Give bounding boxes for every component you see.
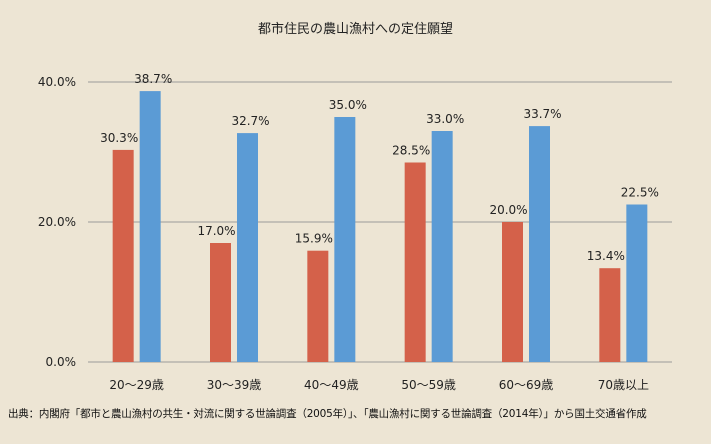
bar-series2 [237, 133, 258, 362]
bar-series2 [431, 131, 453, 362]
bar-series2 [139, 91, 161, 362]
bar-series1 [210, 243, 231, 362]
data-label: 15.9% [295, 232, 333, 246]
y-tick-label: 20.0% [38, 215, 76, 229]
data-label: 33.7% [523, 107, 561, 121]
category-label: 40～49歳 [304, 378, 359, 392]
y-tick-label: 0.0% [46, 355, 77, 369]
bar-series2 [529, 126, 550, 362]
category-label: 70歳以上 [598, 378, 649, 392]
data-label: 22.5% [621, 186, 659, 200]
category-label: 20～29歳 [109, 378, 164, 392]
data-label: 38.7% [134, 72, 172, 86]
data-label: 33.0% [426, 112, 464, 126]
category-label: 50～59歳 [401, 378, 456, 392]
data-label: 35.0% [329, 98, 367, 112]
bar-series1 [502, 222, 523, 362]
category-label: 60～69歳 [499, 378, 554, 392]
y-tick-label: 40.0% [38, 75, 76, 89]
data-label: 17.0% [197, 224, 235, 238]
data-label: 30.3% [100, 131, 138, 145]
bar-series1 [404, 162, 426, 362]
category-label: 30～39歳 [207, 378, 262, 392]
bar-series2 [626, 204, 648, 362]
data-label: 32.7% [231, 114, 269, 128]
bar-series1 [599, 268, 621, 362]
source-note: 出典：内閣府「都市と農山漁村の共生・対流に関する世論調査（2005年）」、「農山… [8, 408, 647, 420]
chart-title: 都市住民の農山漁村への定住願望 [257, 22, 453, 37]
bar-series1 [307, 250, 329, 362]
data-label: 20.0% [489, 203, 527, 217]
bar-series2 [334, 117, 356, 362]
bar-series1 [112, 149, 134, 362]
data-label: 13.4% [587, 249, 625, 263]
data-label: 28.5% [392, 144, 430, 158]
